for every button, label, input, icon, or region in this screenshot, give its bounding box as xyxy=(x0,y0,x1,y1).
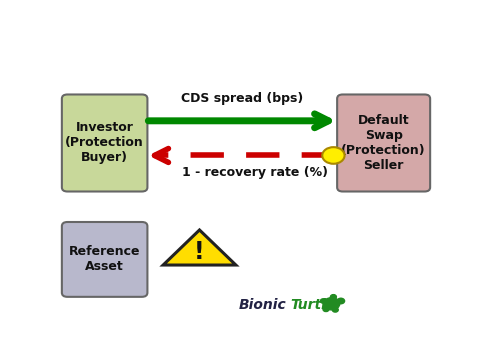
FancyBboxPatch shape xyxy=(337,94,430,192)
Text: Default
Swap
(Protection)
Seller: Default Swap (Protection) Seller xyxy=(341,114,426,172)
Circle shape xyxy=(337,298,345,304)
Text: CDS spread (bps): CDS spread (bps) xyxy=(181,92,303,105)
Text: !: ! xyxy=(194,240,205,264)
FancyBboxPatch shape xyxy=(62,94,147,192)
Text: 1 - recovery rate (%): 1 - recovery rate (%) xyxy=(182,166,328,179)
Circle shape xyxy=(323,307,329,311)
Circle shape xyxy=(321,299,326,303)
Circle shape xyxy=(330,294,336,299)
Circle shape xyxy=(324,298,340,310)
Text: Bionic: Bionic xyxy=(239,298,287,312)
Circle shape xyxy=(332,308,338,312)
Text: Investor
(Protection
Buyer): Investor (Protection Buyer) xyxy=(65,121,144,165)
FancyBboxPatch shape xyxy=(62,222,147,297)
Text: Turtle: Turtle xyxy=(290,298,336,312)
Polygon shape xyxy=(163,230,236,265)
Circle shape xyxy=(322,147,345,164)
Text: Reference
Asset: Reference Asset xyxy=(69,246,140,273)
